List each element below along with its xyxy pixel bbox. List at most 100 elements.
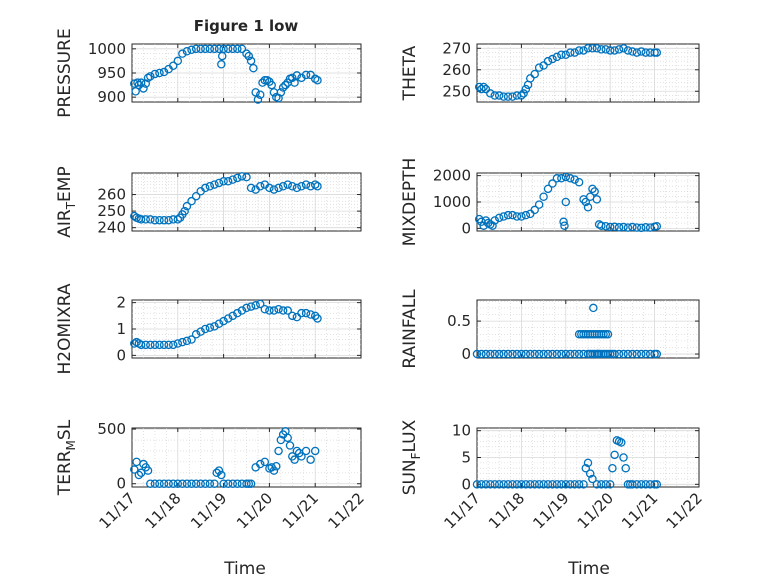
data-point — [136, 340, 146, 350]
data-point — [141, 215, 150, 224]
data-point — [585, 469, 595, 478]
data-point — [641, 48, 650, 57]
data-point — [223, 479, 233, 488]
data-point — [285, 441, 295, 450]
data-point — [214, 178, 224, 188]
data-point — [205, 479, 215, 488]
x-tick-label: 11/20 — [574, 489, 617, 532]
data-point — [237, 306, 247, 315]
data-point — [141, 340, 150, 350]
data-point — [178, 479, 187, 488]
data-point — [543, 56, 553, 66]
data-point — [512, 480, 522, 489]
data-point — [494, 349, 504, 359]
data-point — [168, 340, 178, 350]
data-point — [210, 44, 219, 54]
data-point — [570, 175, 579, 184]
data-point — [543, 349, 553, 359]
chart-panel: 0 5 10 11/17 11/18 11/19 11/20 11/21 11/22 SUNFLU… — [400, 419, 706, 532]
data-point — [652, 349, 662, 359]
y-axis-label: AIRTEMP — [55, 166, 78, 237]
data-point — [479, 82, 488, 92]
data-point — [292, 71, 302, 80]
data-point — [246, 479, 256, 488]
chart-panel: 0 1000 2000 MIXDEPTH — [400, 158, 700, 246]
x-tick-label: 11/22 — [325, 489, 368, 532]
data-point — [242, 172, 251, 182]
data-point — [237, 172, 247, 181]
data-point — [521, 480, 531, 489]
y-axis-label: SUNFLUX — [400, 419, 423, 495]
data-point — [301, 180, 311, 189]
data-point — [278, 182, 288, 191]
data-point — [164, 479, 173, 488]
data-point — [150, 340, 160, 350]
data-point — [652, 480, 662, 489]
data-point — [472, 349, 482, 359]
data-point — [610, 349, 619, 359]
y-tick-label: 0 — [461, 219, 471, 237]
data-point — [570, 480, 579, 489]
data-point — [255, 90, 265, 100]
chart-panel: 250 260 270 THETA — [400, 39, 700, 103]
data-point — [503, 210, 513, 220]
data-point — [601, 480, 611, 489]
data-point — [610, 222, 619, 232]
data-point — [517, 212, 526, 221]
data-point — [205, 323, 215, 332]
y-axis-label: PRESSURE — [55, 28, 75, 117]
data-point — [494, 91, 504, 100]
data-point — [561, 50, 571, 59]
data-point — [233, 173, 242, 183]
data-point — [255, 299, 265, 309]
data-point — [201, 183, 210, 193]
data-point — [242, 303, 251, 313]
data-point — [557, 174, 566, 183]
data-point — [219, 177, 228, 186]
data-point — [255, 459, 265, 469]
y-tick-label: 5 — [461, 449, 471, 467]
data-point — [146, 215, 155, 224]
data-point — [490, 480, 500, 489]
data-point — [486, 349, 495, 359]
data-point — [490, 91, 500, 100]
data-point — [155, 68, 164, 78]
data-point — [201, 479, 210, 488]
data-point — [269, 185, 279, 194]
data-point — [557, 50, 566, 59]
data-point — [583, 44, 593, 53]
data-point — [588, 44, 597, 53]
data-point — [637, 223, 646, 233]
data-point — [269, 306, 279, 315]
data-point — [503, 349, 513, 359]
data-point — [621, 463, 630, 473]
data-point — [530, 480, 539, 489]
data-point — [260, 457, 270, 467]
data-point — [267, 80, 276, 90]
data-point — [490, 216, 500, 225]
data-point — [143, 466, 153, 475]
data-point — [278, 83, 288, 92]
data-point — [593, 349, 603, 359]
data-point — [637, 47, 646, 56]
y-tick-label: 260 — [442, 61, 471, 79]
data-point — [561, 197, 571, 207]
y-tick-label: 260 — [97, 186, 126, 204]
data-point — [548, 480, 557, 489]
data-point — [628, 349, 637, 359]
data-point — [251, 88, 260, 97]
data-point — [301, 308, 311, 318]
data-point — [187, 45, 196, 55]
data-point — [543, 480, 553, 489]
data-point — [552, 174, 562, 183]
data-point — [313, 182, 322, 191]
data-point — [512, 212, 522, 221]
x-tick-label: 11/22 — [663, 489, 706, 532]
data-point — [278, 306, 288, 315]
data-point — [155, 215, 164, 225]
data-point — [565, 349, 575, 359]
data-point — [583, 203, 593, 212]
data-point — [150, 215, 160, 225]
data-point — [517, 91, 526, 100]
y-axis-label: RAINFALL — [400, 289, 420, 369]
